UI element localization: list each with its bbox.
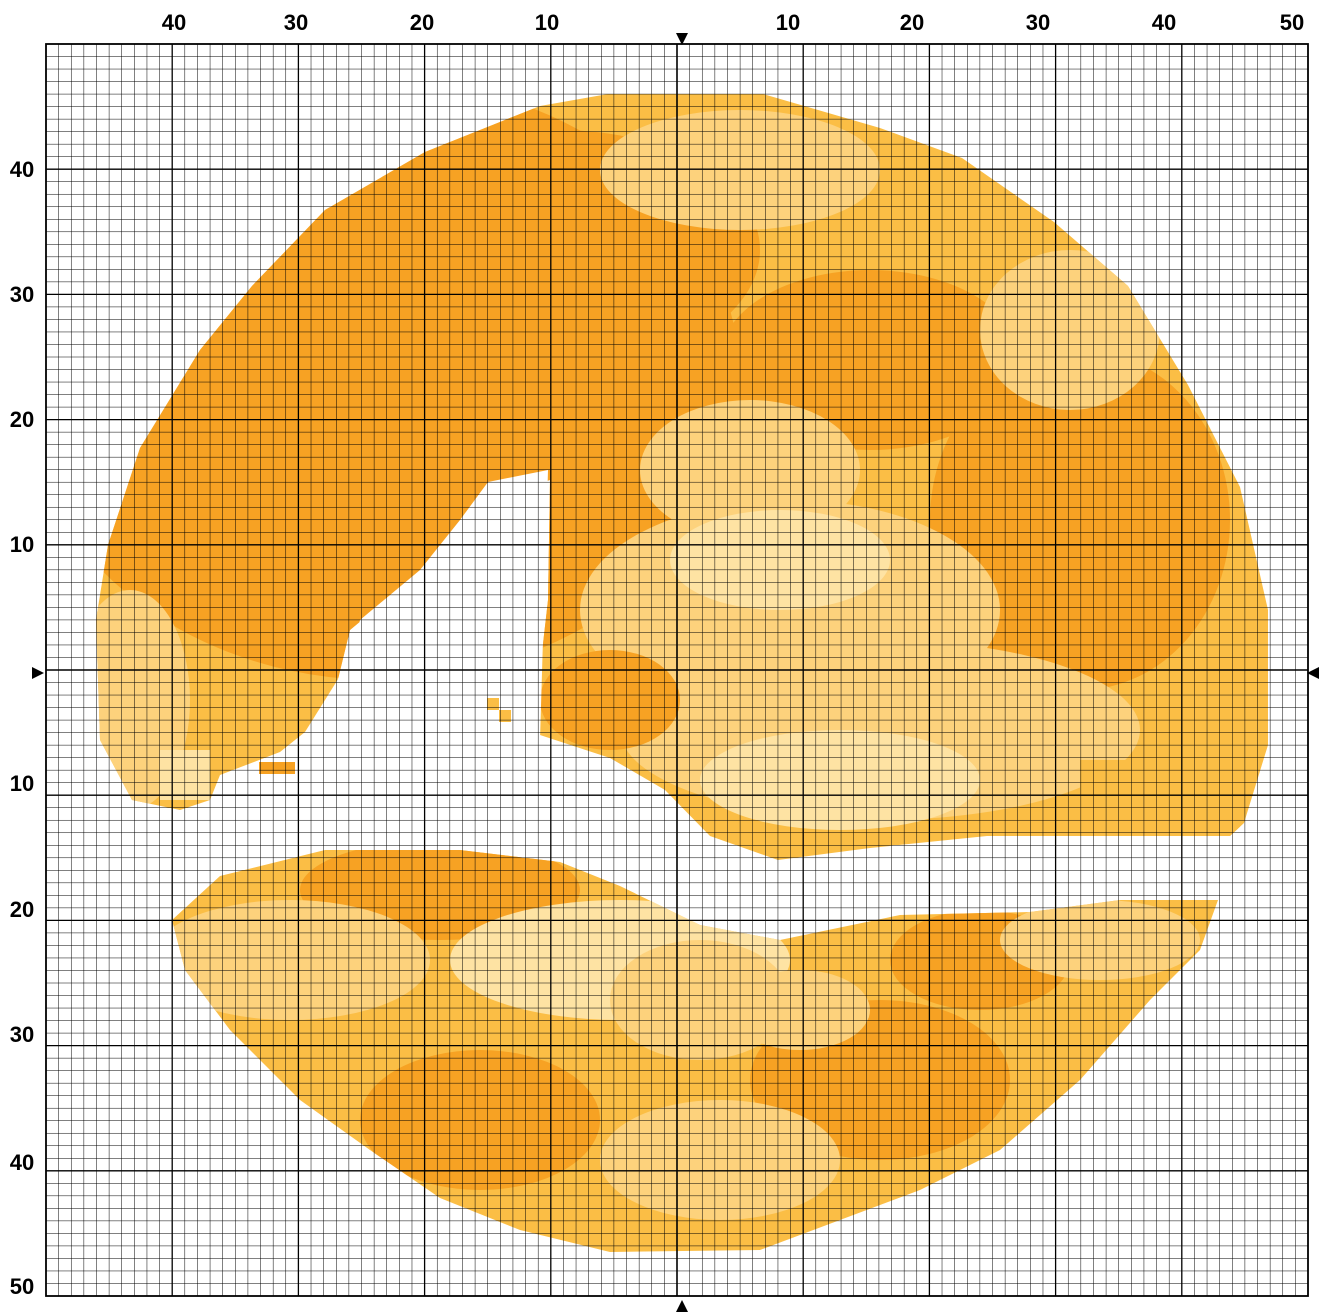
left-axis-label: 50: [10, 1274, 34, 1299]
left-axis-label: 20: [10, 897, 34, 922]
left-axis-labels: 40 30 20 10 10 20 30 40 50: [10, 157, 34, 1299]
left-axis-label: 40: [10, 1150, 34, 1175]
right-center-arrow: [1307, 667, 1319, 679]
left-center-arrow: [32, 667, 44, 679]
top-axis-label: 20: [410, 10, 434, 35]
left-axis-label: 30: [10, 282, 34, 307]
left-axis-label: 30: [10, 1022, 34, 1047]
top-center-arrow: [676, 33, 688, 45]
top-axis-label: 20: [900, 10, 924, 35]
top-axis-label: 30: [284, 10, 308, 35]
top-axis-labels: 40 30 20 10 10 20 30 40 50: [162, 10, 1304, 35]
grid-center-lines: [46, 44, 1308, 1296]
grid-border: [45, 43, 1309, 1297]
bottom-center-arrow: [676, 1300, 688, 1312]
top-axis-label: 30: [1026, 10, 1050, 35]
top-axis-label: 10: [776, 10, 800, 35]
center-markers: [32, 33, 1319, 1312]
top-axis-label: 40: [162, 10, 186, 35]
left-axis-label: 40: [10, 157, 34, 182]
top-axis-label: 50: [1280, 10, 1304, 35]
top-axis-label: 40: [1152, 10, 1176, 35]
left-axis-label: 10: [10, 771, 34, 796]
white-notch: [270, 470, 548, 780]
top-axis-label: 10: [535, 10, 559, 35]
left-axis-label: 20: [10, 407, 34, 432]
left-axis-label: 10: [10, 532, 34, 557]
